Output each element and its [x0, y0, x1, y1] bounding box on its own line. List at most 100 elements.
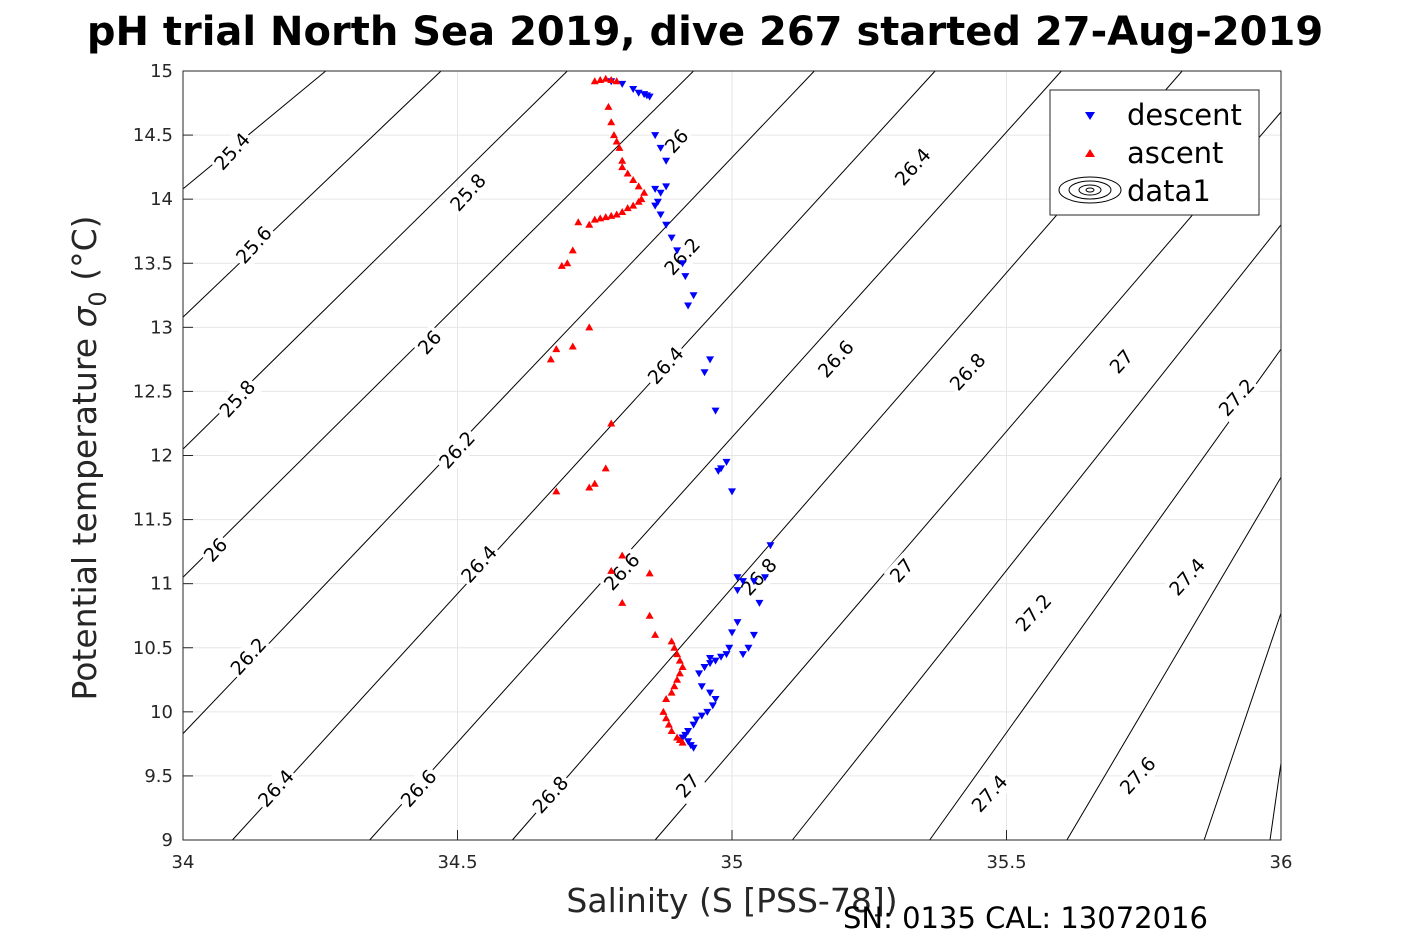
- y-tick-label: 12: [150, 446, 173, 467]
- contour-label-background: [641, 340, 691, 391]
- x-axis-label: Salinity (S [PSS-78]): [566, 881, 897, 920]
- descent-point: [766, 542, 775, 550]
- descent-point: [645, 93, 654, 101]
- ascent-point: [667, 688, 676, 696]
- ascent-point: [618, 163, 627, 171]
- ascent-point: [623, 204, 632, 212]
- contour-label-background: [943, 347, 993, 398]
- contour-label-background: [811, 334, 861, 385]
- descent-point: [684, 302, 693, 310]
- ascent-point: [601, 74, 610, 82]
- x-tick-label: 34: [172, 852, 195, 873]
- descent-point: [755, 599, 764, 607]
- descent-point: [744, 644, 753, 652]
- ascent-point: [552, 487, 561, 495]
- ascent-point: [678, 662, 687, 670]
- ascent-point: [670, 643, 679, 651]
- ascent-point: [618, 598, 627, 606]
- isopycnal-line: [182, 70, 442, 318]
- legend-descent-marker: [1085, 112, 1095, 120]
- descent-point: [706, 689, 715, 697]
- ascent-point: [574, 218, 583, 226]
- contour-label-background: [443, 167, 493, 218]
- ascent-point: [634, 197, 643, 205]
- ascent-point: [618, 551, 627, 559]
- contour-label-background: [455, 539, 504, 590]
- contour-label-background: [597, 546, 647, 598]
- ascent-point: [585, 220, 594, 228]
- ascent-point: [585, 483, 594, 491]
- legend-descent-label: descent: [1127, 98, 1242, 132]
- ascent-point: [585, 323, 594, 331]
- legend: descent ascent data1: [1049, 89, 1260, 216]
- ascent-point: [623, 169, 632, 177]
- y-axis-label-sigma: σ: [65, 306, 104, 328]
- y-axis-label: Potential temperature σ0 (°C): [65, 216, 112, 701]
- descent-point: [700, 369, 709, 377]
- descent-point: [711, 657, 720, 665]
- chart-title: pH trial North Sea 2019, dive 267 starte…: [87, 9, 1323, 55]
- ascent-point: [673, 675, 682, 683]
- y-tick-label: 10: [150, 702, 173, 723]
- isopycnal-line: [1269, 763, 1282, 841]
- descent-point: [706, 660, 715, 668]
- contour-label-background: [669, 767, 707, 805]
- ascent-point: [607, 566, 616, 574]
- y-axis-label-subscript: 0: [84, 291, 112, 306]
- contour-label-background: [883, 552, 921, 590]
- x-axis-ticks: 34 34.5 35 35.5 36: [172, 830, 1292, 873]
- descent-point: [656, 189, 665, 197]
- y-tick-label: 14.5: [133, 125, 173, 146]
- descent-point: [689, 721, 698, 729]
- descent-point: [667, 234, 676, 242]
- descent-point: [689, 744, 698, 752]
- descent-point: [678, 260, 687, 268]
- ascent-point: [667, 727, 676, 735]
- contour-label-background: [1212, 372, 1262, 424]
- contour-label-background: [229, 220, 279, 271]
- contour-labels: 25.425.625.825.826262626.226.226.226.426…: [197, 122, 1262, 821]
- descent-point: [733, 619, 742, 627]
- descent-point: [733, 574, 742, 582]
- ascent-point: [604, 102, 613, 110]
- descent-point: [681, 273, 690, 281]
- descent-point: [662, 157, 671, 165]
- legend-ascent-label: ascent: [1127, 136, 1223, 170]
- contour-label-background: [213, 373, 263, 425]
- ascent-point: [590, 479, 599, 487]
- ascent-point: [607, 211, 616, 219]
- descent-point: [618, 80, 627, 88]
- descent-point: [700, 663, 709, 671]
- descent-point: [629, 85, 638, 93]
- descent-point: [662, 221, 671, 229]
- contour-label-background: [526, 769, 576, 821]
- serial-calibration-footer: SN: 0135 CAL: 13072016: [843, 901, 1208, 935]
- isopycnal-line: [232, 70, 936, 841]
- contour-label-background: [251, 763, 301, 814]
- contour-label-background: [888, 141, 938, 193]
- descent-point: [692, 716, 701, 724]
- legend-ascent-marker: [1085, 149, 1095, 157]
- isopycnal-line: [654, 111, 1282, 841]
- y-tick-label: 14: [150, 189, 173, 210]
- ascent-point: [607, 75, 616, 83]
- contour-label-background: [1163, 552, 1213, 603]
- ascent-point: [667, 637, 676, 645]
- ascent-point: [664, 720, 673, 728]
- isopycnal-line: [929, 348, 1282, 841]
- ascent-point: [645, 569, 654, 577]
- descent-point: [733, 587, 742, 595]
- descent-point: [760, 574, 769, 582]
- ascent-point: [645, 611, 654, 619]
- ascent-point: [607, 419, 616, 427]
- x-tick-label: 34.5: [437, 852, 477, 873]
- y-tick-label: 13.5: [133, 253, 173, 274]
- ascent-series: [546, 74, 687, 746]
- descent-point: [722, 458, 731, 466]
- ascent-point: [607, 118, 616, 126]
- y-tick-label: 12.5: [133, 381, 173, 402]
- contour-label-background: [1103, 343, 1141, 381]
- descent-point: [656, 144, 665, 152]
- y-tick-label: 10.5: [133, 638, 173, 659]
- ascent-point: [563, 259, 572, 267]
